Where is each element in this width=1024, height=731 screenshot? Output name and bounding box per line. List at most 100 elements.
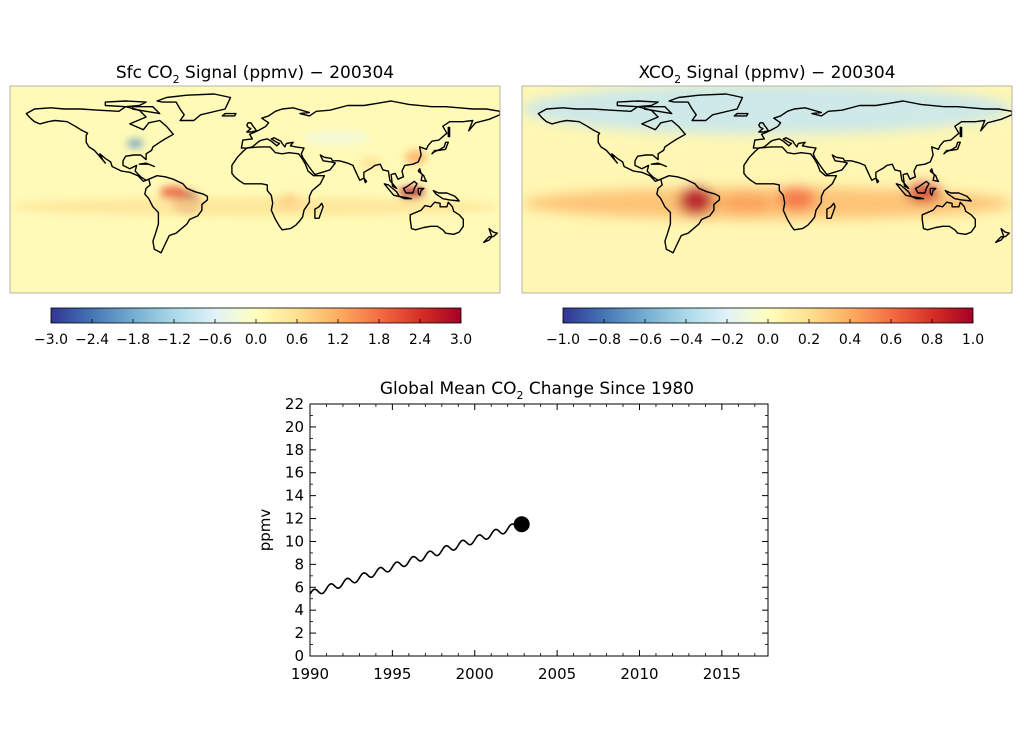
xco2-coastline-7 <box>943 141 961 155</box>
sfc-coastline-20 <box>447 126 451 138</box>
y-tick-label: 0 <box>294 647 304 665</box>
xco2-map-frame <box>521 85 1013 294</box>
sfc-colorbar-tick-label: −1.2 <box>157 332 191 348</box>
x-tick-label: 1995 <box>373 665 411 683</box>
sfc-coastline-8 <box>314 202 324 219</box>
xco2-coastline-13 <box>929 187 937 196</box>
line-y-axis-label: ppmv <box>256 509 274 552</box>
y-tick-label: 12 <box>285 510 304 528</box>
xco2-colorbar-tick-label: 0.6 <box>880 332 902 348</box>
sfc-coastline-13 <box>417 187 425 196</box>
sfc-colorbar-tick-label: 2.4 <box>409 332 431 348</box>
xco2-map-title: XCO2 Signal (ppmv) − 200304 <box>638 63 895 86</box>
global-mean-line-panel: Global Mean CO2 Change Since 1980 1990 19… <box>256 379 769 683</box>
sfc-colorbar-tick-label: 0.0 <box>245 332 267 348</box>
xco2-coastline-18 <box>616 100 659 108</box>
sfc-colorbar-tick-label: 1.8 <box>368 332 390 348</box>
y-tick-label: 22 <box>285 395 304 413</box>
xco2-coastline-11 <box>910 195 925 200</box>
sfc-map-background <box>10 86 500 293</box>
x-tick-label: 1990 <box>291 665 329 683</box>
sfc-hotspot-8 <box>10 197 500 216</box>
sfc-coastline-15 <box>221 112 237 117</box>
sfc-coastline-19 <box>131 106 161 115</box>
sfc-colorbar-tick-label: −3.0 <box>34 332 68 348</box>
xco2-map-coastlines <box>537 93 1012 254</box>
xco2-hotspot-3 <box>777 187 816 211</box>
line-plot-area <box>309 403 769 657</box>
sfc-colorbar-tick-label: 3.0 <box>450 332 472 348</box>
current-value-marker <box>513 516 530 533</box>
sfc-coastline-10 <box>402 180 418 194</box>
y-tick-label: 10 <box>285 532 304 550</box>
xco2-colorbar-tick-label: 1.0 <box>962 332 984 348</box>
sfc-hotspot-4 <box>404 150 427 165</box>
sfc-colorbar-tick-label: 0.6 <box>286 332 308 348</box>
y-tick-label: 18 <box>285 441 304 459</box>
y-tick-label: 14 <box>285 487 304 505</box>
xco2-coastline-20 <box>959 126 963 138</box>
xco2-coastline-12 <box>944 189 972 202</box>
xco2-colorbar-tick-label: −0.8 <box>587 332 621 348</box>
sfc-map-frame <box>9 85 501 294</box>
sfc-coastline-6 <box>246 122 258 133</box>
xco2-hotspot-5 <box>719 194 774 213</box>
xco2-coastline-4 <box>921 201 976 235</box>
series-global-mean-co2 <box>310 523 523 595</box>
sfc-coastline-0 <box>25 106 174 183</box>
sfc-coastline-5 <box>156 93 232 122</box>
xco2-coastline-6 <box>758 122 770 133</box>
sfc-hotspot-5 <box>127 138 144 149</box>
xco2-colorbar-tick-label: −1.0 <box>546 332 580 348</box>
sfc-map-title: Sfc CO2 Signal (ppmv) − 200304 <box>116 63 394 86</box>
sfc-hotspot-7 <box>359 157 382 169</box>
sfc-map-coastlines <box>25 93 500 254</box>
x-tick-label: 2000 <box>456 665 494 683</box>
sfc-colorbar-tick-label: 1.2 <box>327 332 349 348</box>
sfc-colorbar-tick-label: −0.6 <box>198 332 232 348</box>
sfc-hotspot-1 <box>159 186 187 200</box>
y-tick-label: 4 <box>294 601 304 619</box>
xco2-coastline-3 <box>752 100 1012 190</box>
xco2-coastline-5 <box>668 93 744 122</box>
xco2-coastline-17 <box>875 177 880 184</box>
y-tick-label: 8 <box>294 555 304 573</box>
sfc-coastline-21 <box>417 168 428 183</box>
xco2-coastline-1 <box>656 175 721 254</box>
xco2-coastline-2 <box>743 146 838 231</box>
x-tick-label: 2015 <box>703 665 741 683</box>
sfc-coastline-17 <box>363 177 368 184</box>
xco2-coastline-0 <box>537 106 686 183</box>
sfc-colorbar-tick-label: −2.4 <box>75 332 109 348</box>
xco2-coastline-14 <box>995 227 1010 244</box>
y-tick-label: 6 <box>294 578 304 596</box>
sfc-colorbar-tick-label: −1.8 <box>116 332 150 348</box>
y-tick-label: 20 <box>285 418 304 436</box>
sfc-coastline-3 <box>240 100 500 190</box>
sfc-co2-map-panel: Sfc CO2 Signal (ppmv) − 200304 −3.0 −2.4−… <box>9 63 501 348</box>
sfc-coastline-2 <box>231 146 326 231</box>
sfc-coastline-11 <box>398 195 413 200</box>
sfc-coastline-12 <box>432 189 460 202</box>
xco2-colorbar-tick-label: 0.2 <box>798 332 820 348</box>
xco2-coastline-8 <box>826 202 836 219</box>
line-axis-ticks: 1990 1995 2000 2005 2010 2015 0 2 4 6 8 10 12 14 16 18 2… <box>285 395 768 683</box>
xco2-hotspot-2 <box>678 187 714 215</box>
sfc-hotspot-6 <box>302 130 371 145</box>
sfc-coastline-16 <box>138 162 155 168</box>
sfc-map-hotspots <box>10 130 500 216</box>
xco2-colorbar-tick-label: 0.4 <box>839 332 861 348</box>
xco2-coastline-15 <box>733 112 749 117</box>
line-chart-title: Global Mean CO2 Change Since 1980 <box>380 379 694 402</box>
sfc-coastline-14 <box>483 227 498 244</box>
sfc-coastline-4 <box>409 201 464 235</box>
xco2-colorbar-tick-label: 0.0 <box>757 332 779 348</box>
sfc-coastline-1 <box>144 175 209 254</box>
xco2-map-panel: XCO2 Signal (ppmv) − 200304 −1.0 −0.8 −0.6… <box>521 63 1013 348</box>
x-tick-label: 2010 <box>620 665 658 683</box>
xco2-coastline-16 <box>650 162 667 168</box>
y-tick-label: 16 <box>285 464 304 482</box>
sfc-coastline-7 <box>431 141 449 155</box>
xco2-coastline-10 <box>914 180 930 194</box>
